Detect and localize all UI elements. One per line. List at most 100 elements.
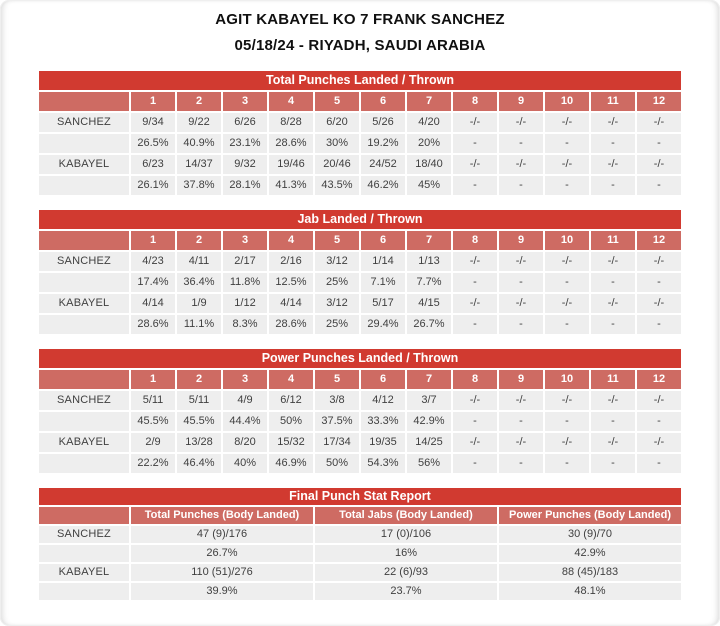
fighter-name-spacer bbox=[39, 545, 129, 562]
stat-value: 2/16 bbox=[269, 252, 313, 271]
stat-percent: 23.1% bbox=[223, 134, 267, 153]
stat-value: -/- bbox=[637, 113, 681, 132]
stat-value: 1/13 bbox=[407, 252, 451, 271]
fighter-name: KABAYEL bbox=[39, 155, 129, 174]
round-number: 3 bbox=[223, 92, 267, 111]
stat-percent: 45.5% bbox=[131, 412, 175, 431]
stat-value: 6/26 bbox=[223, 113, 267, 132]
stat-percent: 28.1% bbox=[223, 176, 267, 195]
stat-percent: 29.4% bbox=[361, 315, 405, 334]
stat-percent: - bbox=[499, 412, 543, 431]
stat-percent: 26.1% bbox=[131, 176, 175, 195]
stat-percent: 28.6% bbox=[269, 315, 313, 334]
round-number: 6 bbox=[361, 370, 405, 389]
stat-percent: - bbox=[499, 454, 543, 473]
round-number: 5 bbox=[315, 231, 359, 250]
rounds-header-spacer bbox=[39, 92, 129, 111]
stat-value: 4/15 bbox=[407, 294, 451, 313]
stat-value: -/- bbox=[499, 155, 543, 174]
round-number: 3 bbox=[223, 231, 267, 250]
stat-percent: - bbox=[545, 412, 589, 431]
stat-value: -/- bbox=[545, 391, 589, 410]
final-report-table: Final Punch Stat Report Total Punches (Bo… bbox=[37, 486, 683, 602]
stat-percent: 46.4% bbox=[177, 454, 221, 473]
final-column-header: Total Punches (Body Landed) bbox=[131, 507, 313, 524]
fight-title: AGIT KABAYEL KO 7 FRANK SANCHEZ bbox=[215, 11, 505, 28]
round-number: 10 bbox=[545, 231, 589, 250]
stat-value: 17 (0)/106 bbox=[315, 526, 497, 543]
round-number: 4 bbox=[269, 231, 313, 250]
stat-percent: 46.2% bbox=[361, 176, 405, 195]
round-number: 4 bbox=[269, 92, 313, 111]
stat-value: -/- bbox=[453, 294, 497, 313]
table-title: Jab Landed / Thrown bbox=[39, 210, 681, 229]
stat-percent: 25% bbox=[315, 273, 359, 292]
stat-percent: - bbox=[591, 273, 635, 292]
stat-value: 14/37 bbox=[177, 155, 221, 174]
stat-value: 6/20 bbox=[315, 113, 359, 132]
stat-percent: 40.9% bbox=[177, 134, 221, 153]
stat-percent: - bbox=[545, 134, 589, 153]
stat-percent: 7.1% bbox=[361, 273, 405, 292]
stat-value: 1/14 bbox=[361, 252, 405, 271]
stat-percent: 45% bbox=[407, 176, 451, 195]
table-title: Power Punches Landed / Thrown bbox=[39, 349, 681, 368]
stat-value: 2/17 bbox=[223, 252, 267, 271]
round-number: 9 bbox=[499, 92, 543, 111]
stat-value: 3/12 bbox=[315, 252, 359, 271]
stat-value: -/- bbox=[591, 155, 635, 174]
stat-value: 24/52 bbox=[361, 155, 405, 174]
final-header-spacer bbox=[39, 507, 129, 524]
round-number: 11 bbox=[591, 370, 635, 389]
stat-percent: 33.3% bbox=[361, 412, 405, 431]
stat-percent: 50% bbox=[315, 454, 359, 473]
round-number: 10 bbox=[545, 370, 589, 389]
stat-percent: 42.9% bbox=[407, 412, 451, 431]
stat-value: 5/11 bbox=[177, 391, 221, 410]
round-number: 11 bbox=[591, 231, 635, 250]
round-number: 9 bbox=[499, 370, 543, 389]
stat-percent: 39.9% bbox=[131, 583, 313, 600]
stat-value: 22 (6)/93 bbox=[315, 564, 497, 581]
stat-percent: 43.5% bbox=[315, 176, 359, 195]
stat-percent: - bbox=[499, 273, 543, 292]
round-number: 8 bbox=[453, 370, 497, 389]
stat-percent: 45.5% bbox=[177, 412, 221, 431]
stat-percent: 41.3% bbox=[269, 176, 313, 195]
stat-value: 2/9 bbox=[131, 433, 175, 452]
stat-value: 14/25 bbox=[407, 433, 451, 452]
stat-value: 6/23 bbox=[131, 155, 175, 174]
fighter-name: SANCHEZ bbox=[39, 526, 129, 543]
stat-value: 1/9 bbox=[177, 294, 221, 313]
stat-value: 4/20 bbox=[407, 113, 451, 132]
fighter-name-spacer bbox=[39, 176, 129, 195]
table-title: Final Punch Stat Report bbox=[39, 488, 681, 505]
round-number: 5 bbox=[315, 92, 359, 111]
stat-percent: - bbox=[545, 315, 589, 334]
stat-percent: 26.5% bbox=[131, 134, 175, 153]
stat-value: 4/12 bbox=[361, 391, 405, 410]
stat-value: -/- bbox=[545, 113, 589, 132]
final-column-header: Power Punches (Body Landed) bbox=[499, 507, 681, 524]
stat-value: -/- bbox=[545, 433, 589, 452]
fighter-name: SANCHEZ bbox=[39, 252, 129, 271]
stat-percent: - bbox=[499, 134, 543, 153]
stat-value: 19/46 bbox=[269, 155, 313, 174]
stat-percent: - bbox=[637, 273, 681, 292]
stat-value: -/- bbox=[499, 294, 543, 313]
stat-value: 5/26 bbox=[361, 113, 405, 132]
stat-percent: - bbox=[453, 454, 497, 473]
fighter-name-spacer bbox=[39, 412, 129, 431]
stat-percent: 11.1% bbox=[177, 315, 221, 334]
stat-percent: - bbox=[591, 176, 635, 195]
stat-percent: 37.5% bbox=[315, 412, 359, 431]
round-number: 8 bbox=[453, 92, 497, 111]
round-number: 1 bbox=[131, 370, 175, 389]
stat-value: 5/11 bbox=[131, 391, 175, 410]
stat-percent: 22.2% bbox=[131, 454, 175, 473]
fighter-name: KABAYEL bbox=[39, 294, 129, 313]
round-number: 12 bbox=[637, 370, 681, 389]
stat-value: 3/12 bbox=[315, 294, 359, 313]
rounds-header-spacer bbox=[39, 370, 129, 389]
